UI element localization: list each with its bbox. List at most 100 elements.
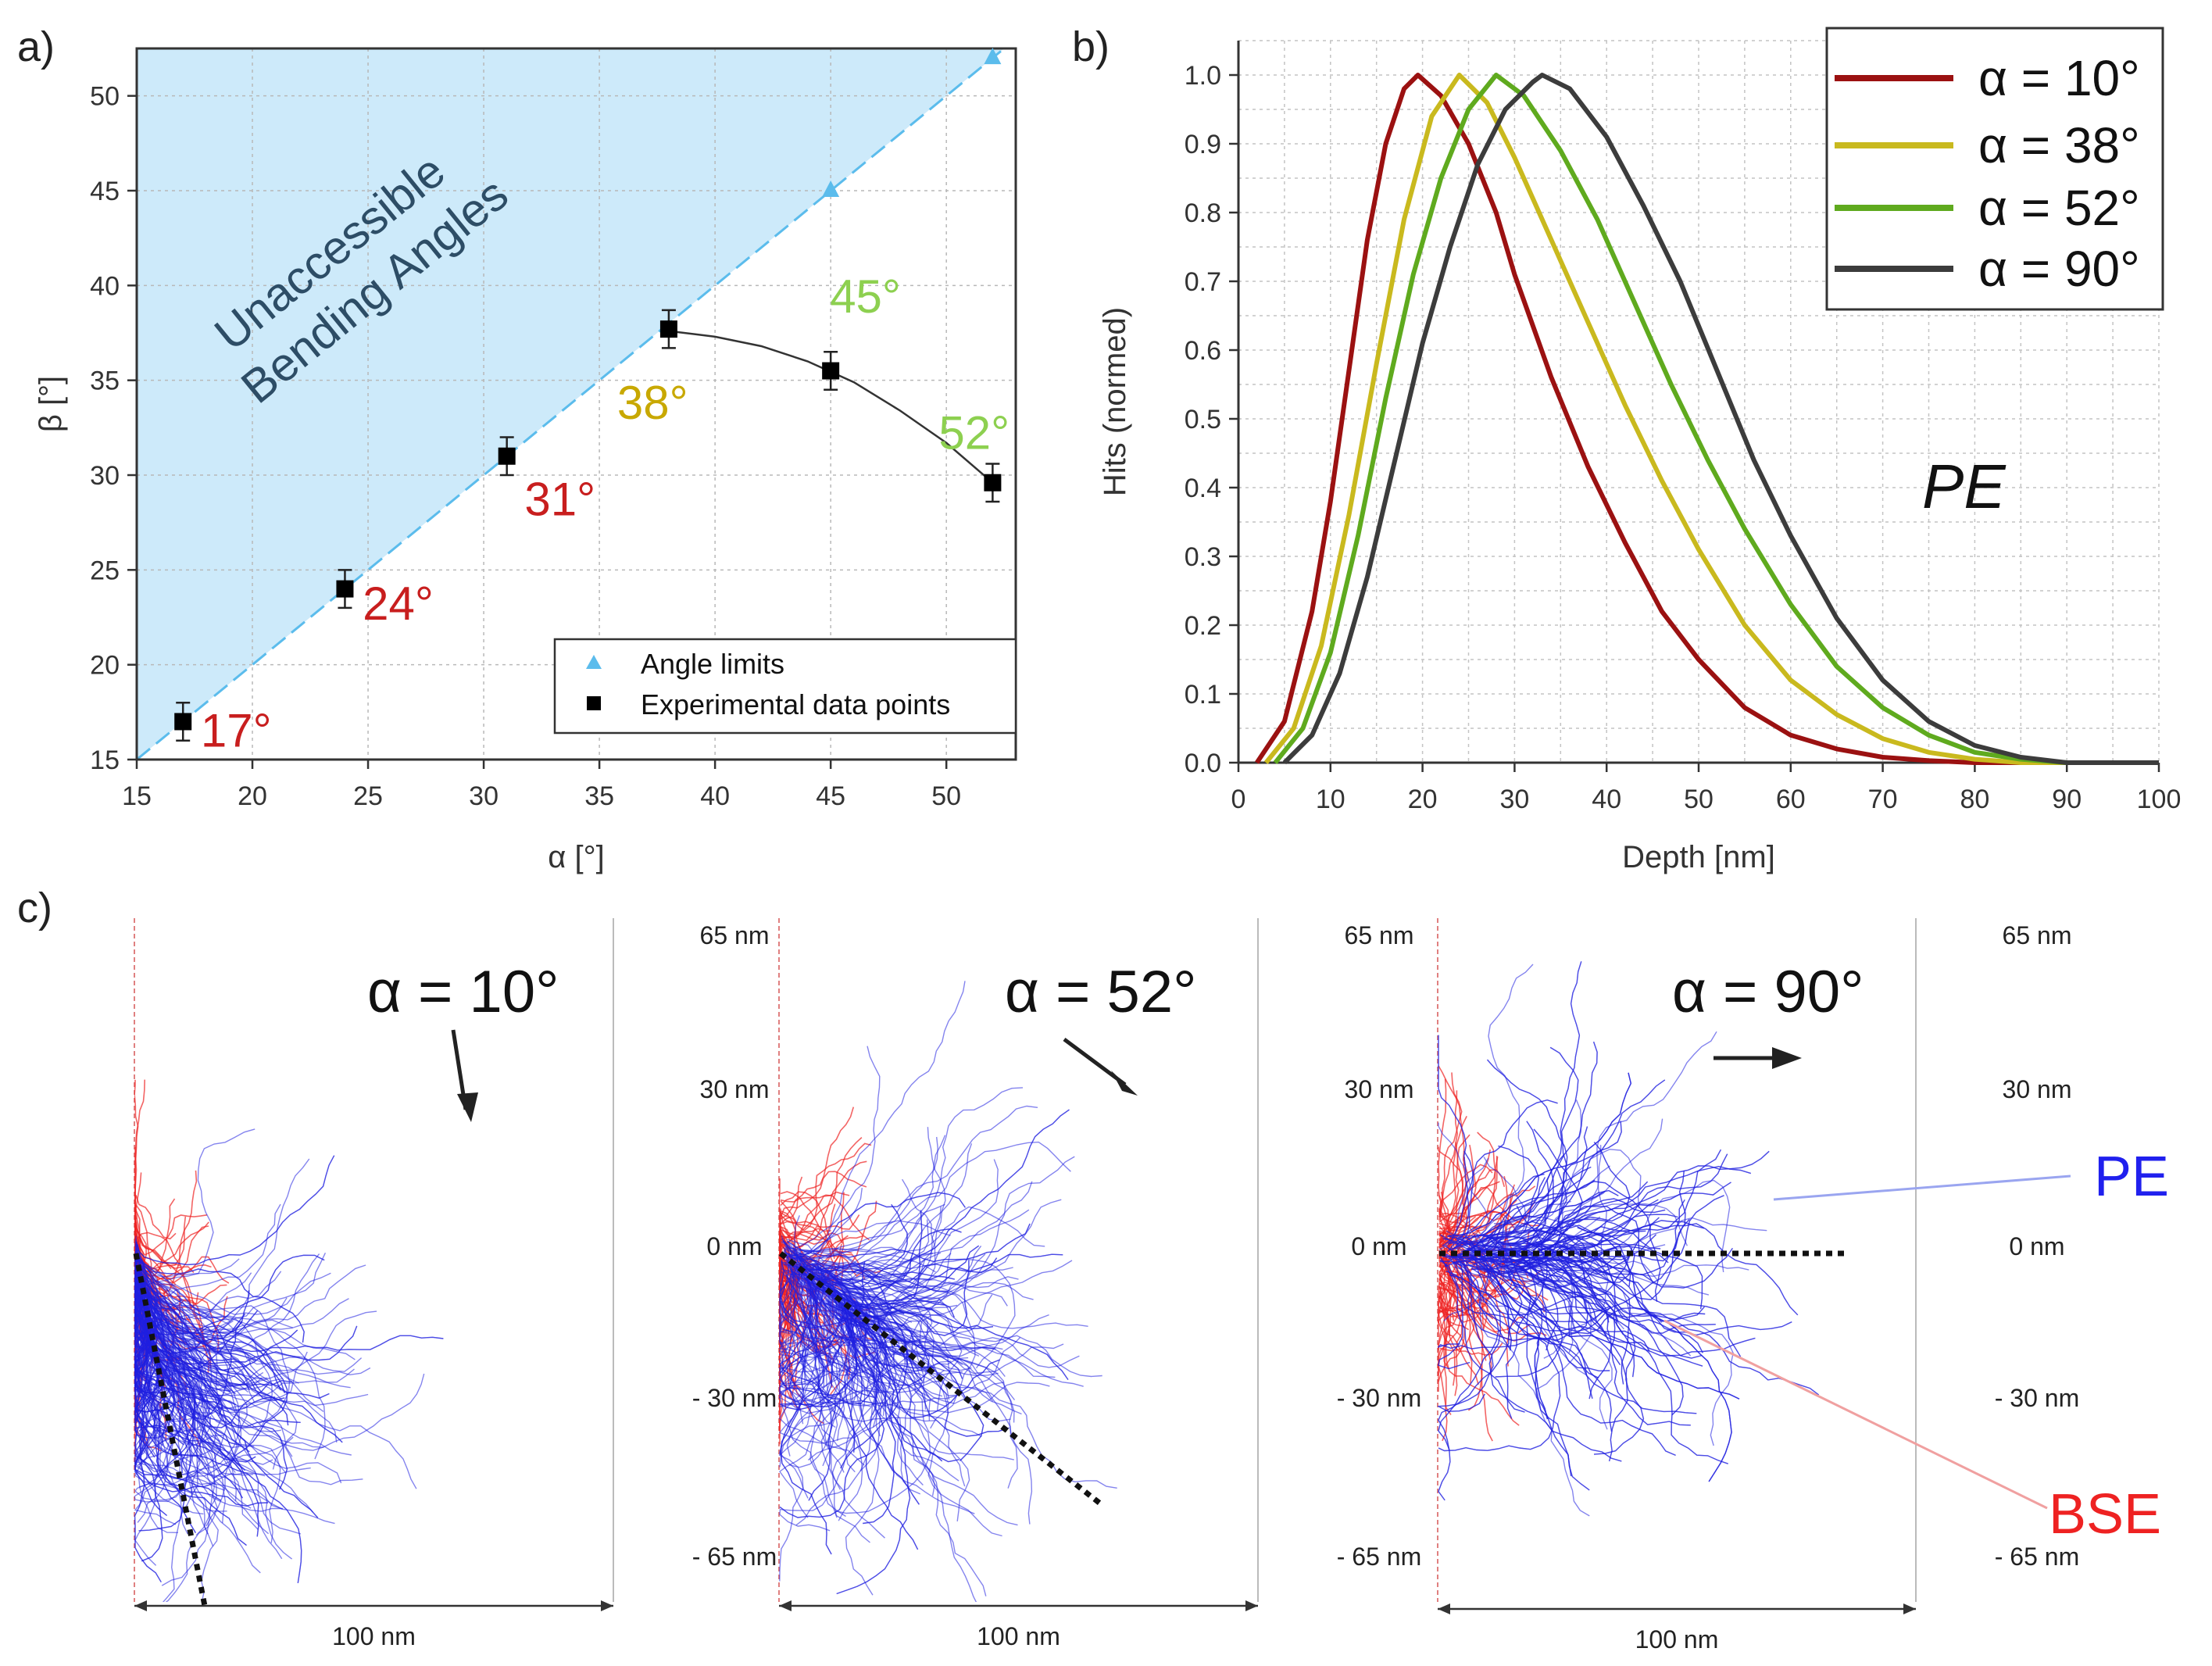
legend-square-marker: [587, 696, 601, 710]
pe-trajectory: [783, 1046, 881, 1250]
subpanel-title-52: α = 52°: [1005, 959, 1196, 1025]
panel-label-b: b): [1072, 23, 1110, 70]
pe-trajectory: [840, 1289, 980, 1357]
angle-annotation: 17°: [201, 705, 272, 757]
pe-trajectory: [137, 1259, 305, 1343]
series-line-1: [1263, 73, 2159, 765]
pe-trajectory: [1470, 1254, 1512, 1351]
pe-trajectory: [812, 1141, 1071, 1268]
pe-trajectory: [1505, 1250, 1538, 1419]
pe-trajectory: [1470, 1257, 1612, 1332]
scale-label: 30 nm: [700, 1075, 770, 1103]
bse-trajectory: [1438, 1300, 1520, 1426]
pe-trajectory: [849, 1305, 1002, 1537]
y-tick-label: 0.5: [1185, 405, 1221, 434]
pe-trajectory: [788, 1273, 851, 1374]
x-tick-label: 10: [1316, 785, 1345, 814]
y-tick-label: 35: [90, 366, 120, 396]
pe-trajectory: [826, 1287, 1102, 1378]
pe-trajectory: [1481, 1258, 1610, 1372]
scale-label: - 65 nm: [692, 1543, 777, 1571]
pe-trajectory: [838, 1296, 856, 1453]
pe-trajectory: [134, 1330, 294, 1480]
scale-label: - 30 nm: [692, 1384, 777, 1412]
scale-label: - 30 nm: [1337, 1384, 1421, 1412]
bse-trajectory: [135, 1195, 177, 1240]
bse-trajectory: [1438, 1116, 1467, 1246]
width-arrow-head-left: [1438, 1603, 1450, 1614]
y-tick-label: 25: [90, 556, 120, 585]
width-label: 100 nm: [977, 1622, 1060, 1650]
pe-trajectory: [823, 1302, 996, 1351]
beam-arrowhead-52: [1111, 1071, 1138, 1096]
x-tick-label: 20: [238, 781, 267, 811]
pe-trajectory: [843, 1307, 924, 1485]
pe-label: PE: [2094, 1146, 2169, 1208]
pe-trajectory: [134, 1321, 243, 1421]
pe-trajectory: [136, 1155, 335, 1266]
series-line-3: [1282, 73, 2159, 765]
pe-trajectory: [138, 1339, 173, 1432]
pe-trajectory: [814, 1263, 943, 1462]
pe-trajectory: [1515, 1255, 1792, 1336]
pe-trajectory: [138, 1262, 222, 1402]
pe-trajectory: [1524, 1248, 1756, 1357]
pe-trajectory: [1476, 1234, 1590, 1517]
legend-triangle-marker: [586, 655, 602, 669]
pe-trajectory: [1519, 1118, 1663, 1253]
angle-annotation: 38°: [617, 377, 688, 429]
pe-trajectory: [145, 1312, 358, 1365]
pe-trajectory: [1525, 1242, 1728, 1464]
pe-trajectory: [1438, 1157, 1489, 1251]
bse-trajectory: [135, 1225, 172, 1270]
pe-trajectory: [779, 1281, 825, 1456]
y-tick-label: 1.0: [1185, 61, 1221, 91]
scale-label: 65 nm: [700, 921, 770, 949]
x-tick-label: 40: [700, 781, 730, 811]
pe-trajectory: [149, 1253, 320, 1353]
bse-trajectory: [1438, 1192, 1514, 1292]
pe-trajectory: [1535, 1199, 1685, 1300]
experimental-point: [822, 362, 840, 380]
panel-b-x-axis-label: Depth [nm]: [1622, 840, 1775, 874]
pe-trajectory: [792, 981, 966, 1257]
beam-direction-line: [133, 1253, 208, 1607]
pe-trajectory: [856, 1300, 1000, 1418]
legend-label-52: α = 52°: [1978, 180, 2140, 236]
pe-trajectory: [799, 1256, 1069, 1380]
pe-trajectory: [134, 1347, 162, 1583]
width-arrow-head-right: [601, 1600, 613, 1611]
pe-trajectory: [138, 1258, 240, 1278]
legend-label-90: α = 90°: [1978, 241, 2140, 297]
pe-trajectory: [1456, 963, 1534, 1250]
pe-trajectory: [786, 1253, 1016, 1369]
pe-trajectory: [137, 1268, 195, 1474]
width-arrow-head-right: [1903, 1603, 1916, 1614]
pe-trajectory: [805, 1272, 905, 1315]
subpanel-alpha-90: 100 nm: [1437, 918, 1917, 1653]
bse-trajectory: [780, 1176, 803, 1224]
x-tick-label: 30: [469, 781, 499, 811]
bse-trajectory: [780, 1171, 867, 1218]
panel-a-ticks: 15 20 25 30 35 40 45 50 15 20 25 30 35 40 45 50: [90, 82, 961, 811]
pe-trajectory: [1537, 1142, 1631, 1250]
pe-trajectory: [1562, 1242, 1820, 1396]
y-tick-label: 0.7: [1185, 267, 1221, 297]
x-tick-label: 25: [353, 781, 383, 811]
beam-direction-line: [778, 1251, 1102, 1506]
pe-trajectory: [1513, 1251, 1621, 1366]
scale-label: 0 nm: [2009, 1232, 2064, 1260]
bse-label: BSE: [2049, 1483, 2161, 1546]
scale-labels-3: 65 nm 30 nm 0 nm - 30 nm - 65 nm: [1995, 921, 2079, 1571]
x-tick-label: 50: [1684, 785, 1713, 814]
width-label: 100 nm: [332, 1622, 416, 1650]
pe-trajectory: [827, 1302, 985, 1461]
pe-trajectory: [140, 1275, 444, 1353]
pe-trajectory: [1439, 1259, 1650, 1352]
pe-trajectory: [134, 1294, 286, 1473]
pe-trajectory: [785, 1136, 938, 1254]
y-tick-label: 0.6: [1185, 336, 1221, 366]
pe-trajectory: [779, 1275, 813, 1375]
bse-trajectory: [780, 1142, 872, 1251]
pe-trajectory: [786, 1250, 1088, 1329]
